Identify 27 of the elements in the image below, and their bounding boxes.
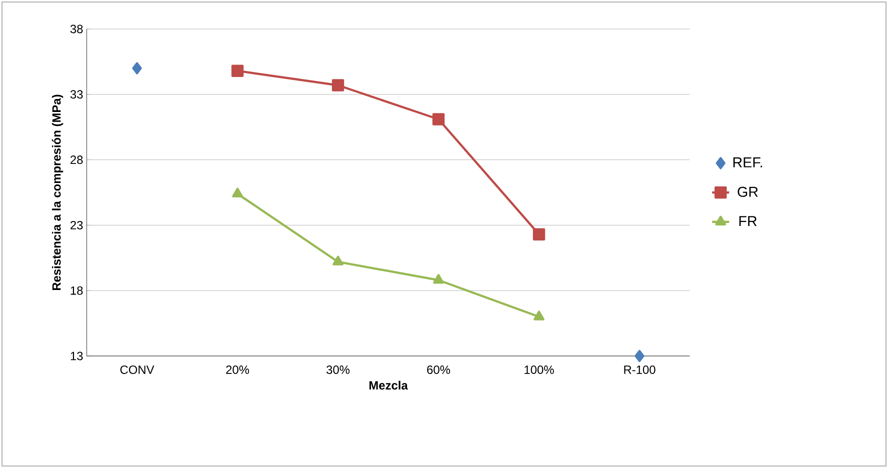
y-tick-label: 38 xyxy=(70,24,83,34)
point xyxy=(532,228,546,240)
x-tick-label: 20% xyxy=(226,366,250,374)
y-tick-label: 33 xyxy=(70,90,83,99)
x-tick-label: 30% xyxy=(326,366,350,374)
point xyxy=(332,79,344,92)
x-tick-label: CONV xyxy=(120,366,154,374)
y-tick-label: 18 xyxy=(70,286,83,295)
point xyxy=(432,113,445,126)
x-tick-label: 100% xyxy=(524,366,554,374)
point xyxy=(433,274,444,284)
point xyxy=(534,310,544,320)
y-tick-label: 23 xyxy=(70,220,83,230)
x-tick-label: 60% xyxy=(427,366,450,374)
x-axis-title: Mezcla xyxy=(369,380,408,390)
point xyxy=(132,62,142,74)
y-tick-label: 13 xyxy=(70,352,83,360)
legend-label: FR xyxy=(739,216,757,226)
legend-label: REF. xyxy=(733,157,762,168)
legend-label: GR xyxy=(738,186,758,197)
point xyxy=(332,256,344,266)
point xyxy=(231,64,244,77)
y-axis-title: Resistencia a la compresión (MPa) xyxy=(52,94,64,290)
y-tick-label: 28 xyxy=(70,156,83,164)
x-tick-label: R-100 xyxy=(624,366,656,374)
point xyxy=(634,350,644,362)
point xyxy=(232,188,243,198)
